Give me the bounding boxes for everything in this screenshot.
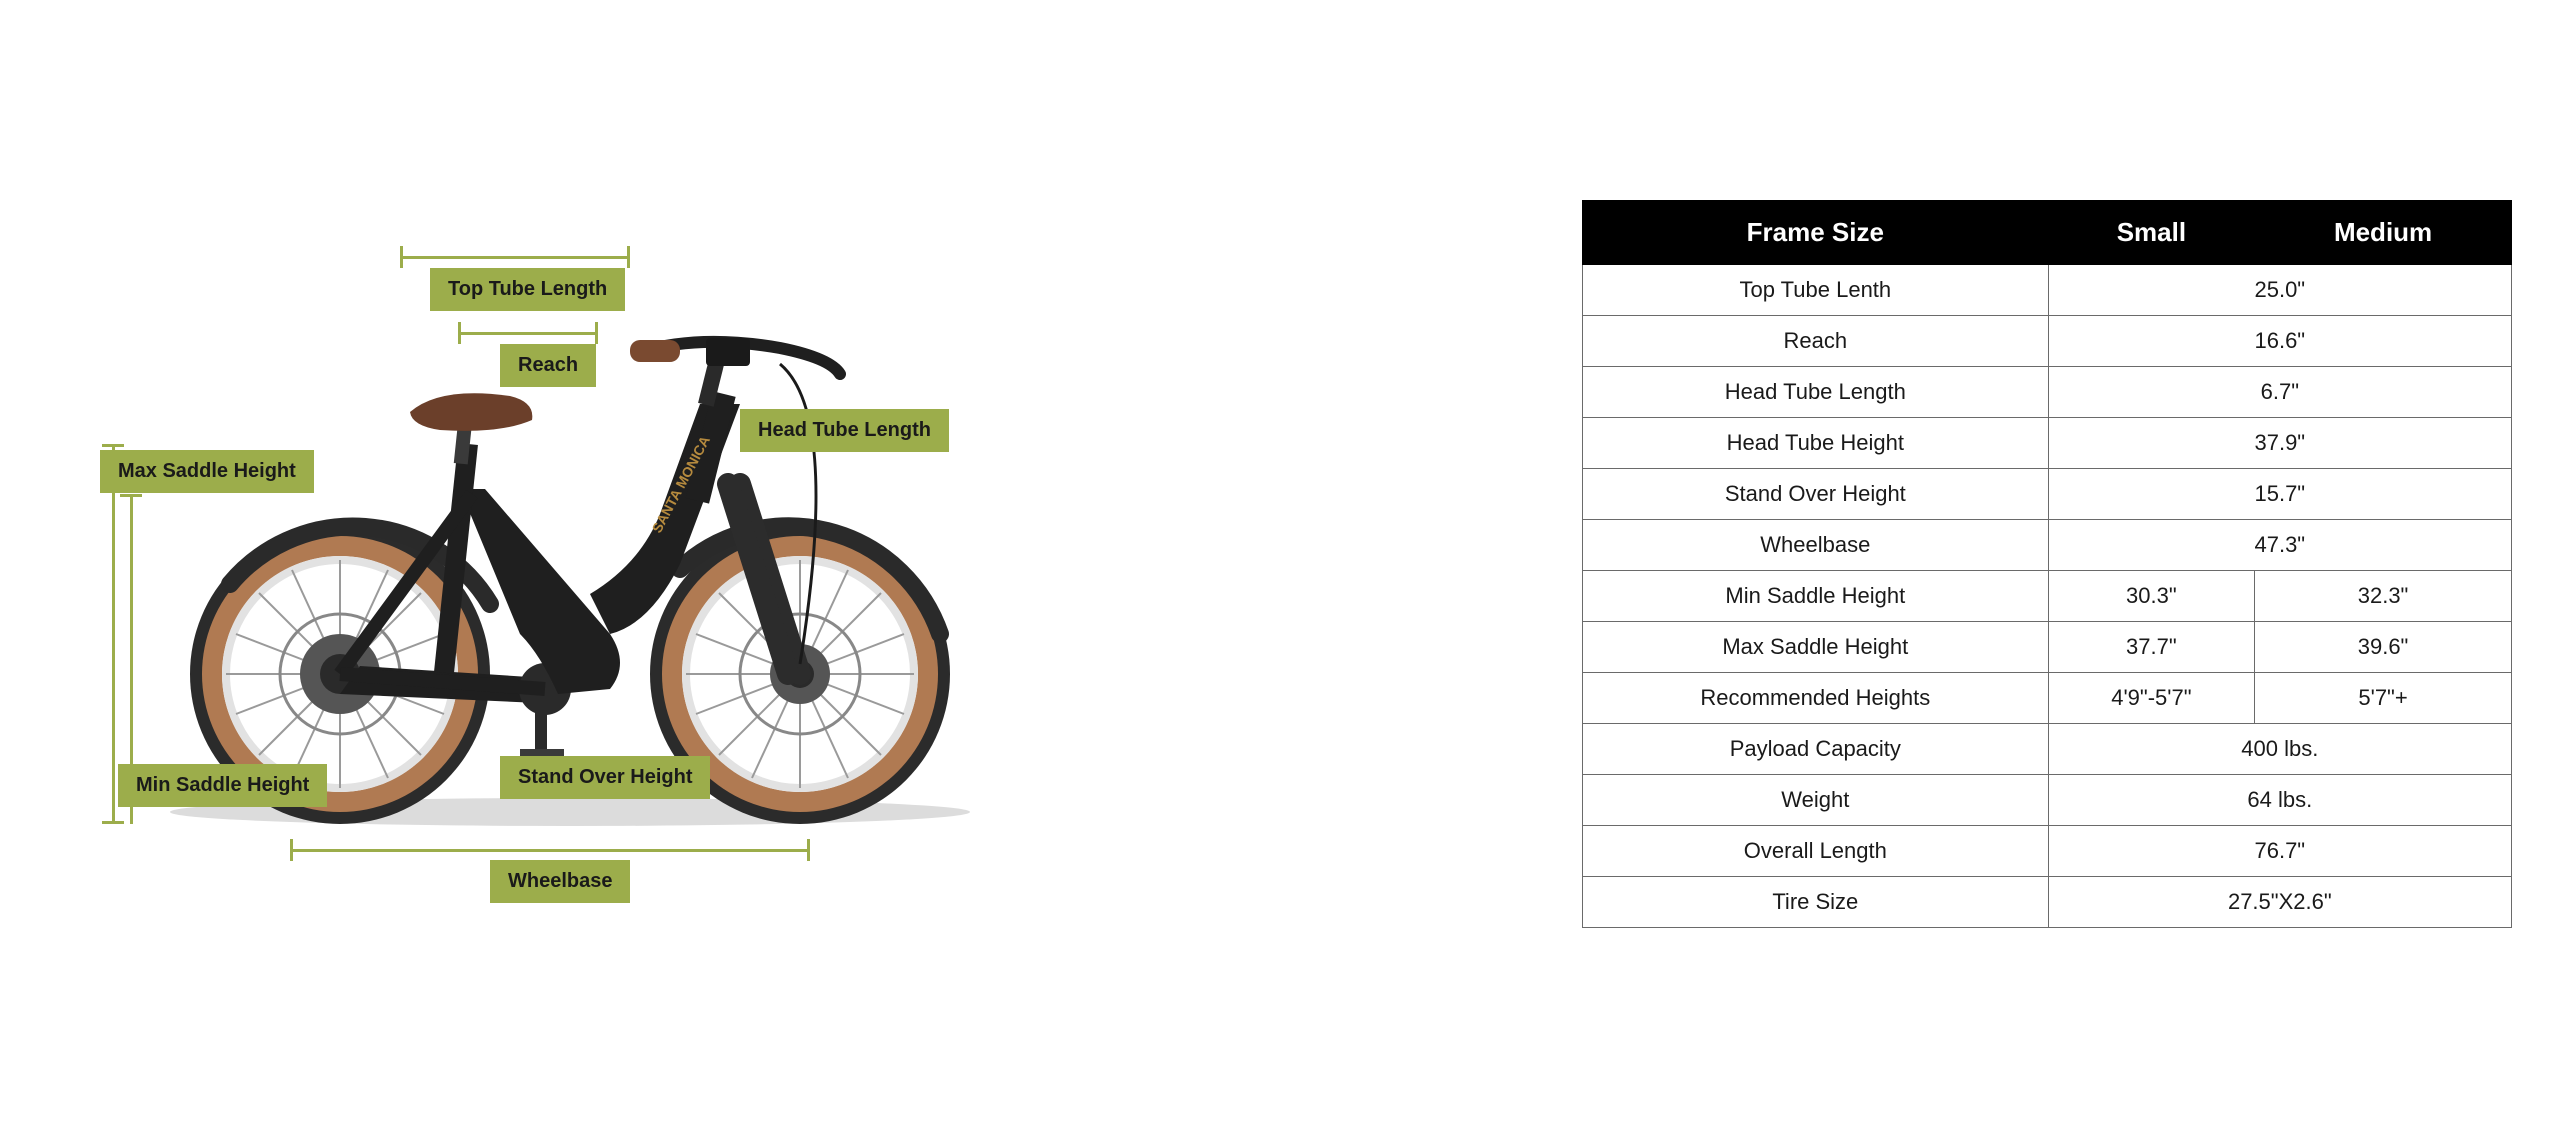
table-row: Stand Over Height15.7" — [1583, 469, 2512, 520]
label-reach: Reach — [500, 344, 596, 387]
row-label: Payload Capacity — [1583, 724, 2049, 775]
row-label: Weight — [1583, 775, 2049, 826]
label-max-saddle-height: Max Saddle Height — [100, 450, 314, 493]
row-value-medium: 5'7"+ — [2255, 673, 2512, 724]
label-head-tube-length: Head Tube Length — [740, 409, 949, 452]
row-label: Reach — [1583, 316, 2049, 367]
row-value-small: 30.3" — [2048, 571, 2255, 622]
row-value: 64 lbs. — [2048, 775, 2511, 826]
table-row: Min Saddle Height30.3"32.3" — [1583, 571, 2512, 622]
row-label: Top Tube Lenth — [1583, 265, 2049, 316]
row-value: 37.9" — [2048, 418, 2511, 469]
header-frame-size: Frame Size — [1583, 201, 2049, 265]
table-row: Weight64 lbs. — [1583, 775, 2512, 826]
table-row: Tire Size27.5"X2.6" — [1583, 877, 2512, 928]
row-value-medium: 32.3" — [2255, 571, 2512, 622]
specs-table: Frame Size Small Medium Top Tube Lenth25… — [1582, 200, 2512, 928]
row-label: Max Saddle Height — [1583, 622, 2049, 673]
label-wheelbase: Wheelbase — [490, 860, 630, 903]
table-row: Reach16.6" — [1583, 316, 2512, 367]
row-value: 47.3" — [2048, 520, 2511, 571]
row-value: 6.7" — [2048, 367, 2511, 418]
table-row: Max Saddle Height37.7"39.6" — [1583, 622, 2512, 673]
row-value-medium: 39.6" — [2255, 622, 2512, 673]
bike-diagram: SANTA MONICA Top Tube Length Reach Head … — [60, 214, 1060, 914]
specs-table-area: Frame Size Small Medium Top Tube Lenth25… — [1582, 200, 2512, 928]
header-small: Small — [2048, 201, 2255, 265]
table-row: Wheelbase47.3" — [1583, 520, 2512, 571]
label-top-tube-length: Top Tube Length — [430, 268, 625, 311]
table-row: Overall Length76.7" — [1583, 826, 2512, 877]
label-stand-over-height: Stand Over Height — [500, 756, 710, 799]
header-medium: Medium — [2255, 201, 2512, 265]
label-min-saddle-height: Min Saddle Height — [118, 764, 327, 807]
row-value: 27.5"X2.6" — [2048, 877, 2511, 928]
row-value: 76.7" — [2048, 826, 2511, 877]
row-label: Head Tube Height — [1583, 418, 2049, 469]
table-row: Head Tube Height37.9" — [1583, 418, 2512, 469]
row-value: 25.0" — [2048, 265, 2511, 316]
row-value-small: 37.7" — [2048, 622, 2255, 673]
row-label: Min Saddle Height — [1583, 571, 2049, 622]
table-row: Recommended Heights4'9"-5'7"5'7"+ — [1583, 673, 2512, 724]
table-row: Top Tube Lenth25.0" — [1583, 265, 2512, 316]
row-value: 16.6" — [2048, 316, 2511, 367]
row-value: 400 lbs. — [2048, 724, 2511, 775]
row-label: Head Tube Length — [1583, 367, 2049, 418]
row-value: 15.7" — [2048, 469, 2511, 520]
row-label: Tire Size — [1583, 877, 2049, 928]
table-row: Payload Capacity400 lbs. — [1583, 724, 2512, 775]
row-label: Overall Length — [1583, 826, 2049, 877]
row-label: Recommended Heights — [1583, 673, 2049, 724]
table-row: Head Tube Length6.7" — [1583, 367, 2512, 418]
row-value-small: 4'9"-5'7" — [2048, 673, 2255, 724]
table-header-row: Frame Size Small Medium — [1583, 201, 2512, 265]
row-label: Wheelbase — [1583, 520, 2049, 571]
row-label: Stand Over Height — [1583, 469, 2049, 520]
